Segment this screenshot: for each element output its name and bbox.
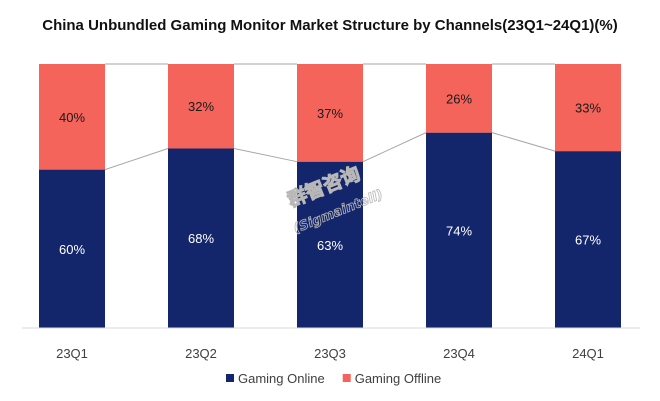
- bar-offline-23Q3: [297, 64, 363, 162]
- data-label-offline-23Q4: 26%: [446, 91, 472, 106]
- legend-label-offline: Gaming Offline: [355, 371, 441, 386]
- x-tick-23Q1: 23Q1: [56, 346, 88, 361]
- bar-offline-23Q4: [426, 64, 492, 133]
- legend-swatch-offline: [342, 374, 351, 382]
- data-label-online-23Q1: 60%: [59, 242, 85, 257]
- data-label-online-24Q1: 67%: [575, 233, 601, 248]
- connector-boundary-23Q4: [362, 132, 427, 163]
- data-label-offline-23Q1: 40%: [59, 110, 85, 125]
- bar-group: [39, 64, 621, 328]
- data-label-online-23Q4: 74%: [446, 223, 472, 238]
- data-label-online-23Q2: 68%: [188, 231, 214, 246]
- connector-boundary-23Q3: [233, 147, 298, 163]
- bar-online-23Q2: [168, 148, 234, 328]
- x-tick-23Q2: 23Q2: [185, 346, 217, 361]
- x-tick-23Q3: 23Q3: [314, 346, 346, 361]
- connector-boundary-24Q1: [491, 132, 556, 152]
- data-label-offline-24Q1: 33%: [575, 101, 601, 116]
- x-tick-23Q4: 23Q4: [443, 346, 475, 361]
- legend-label-online: Gaming Online: [238, 371, 325, 386]
- data-label-offline-23Q2: 32%: [188, 99, 214, 114]
- bar-online-23Q4: [426, 132, 492, 328]
- chart-title: China Unbundled Gaming Monitor Market St…: [42, 17, 618, 34]
- legend: Gaming Online Gaming Offline: [226, 371, 441, 386]
- bar-offline-23Q2: [168, 64, 234, 149]
- bar-online-24Q1: [555, 151, 621, 328]
- bar-offline-24Q1: [555, 64, 621, 152]
- bar-online-23Q1: [39, 169, 105, 328]
- legend-swatch-online: [226, 374, 234, 382]
- connector-boundary-23Q2: [104, 148, 169, 171]
- bar-online-23Q3: [297, 161, 363, 328]
- x-tick-labels: 23Q1 23Q2 23Q3 23Q4 24Q1: [56, 346, 604, 361]
- bar-offline-23Q1: [39, 64, 105, 170]
- data-label-offline-23Q3: 37%: [317, 106, 343, 121]
- data-label-group: 60% 40% 68% 32% 63% 37% 74% 26% 67% 33%: [59, 91, 601, 256]
- connector-lines: [104, 63, 556, 171]
- x-tick-24Q1: 24Q1: [572, 346, 604, 361]
- data-label-online-23Q3: 63%: [317, 238, 343, 253]
